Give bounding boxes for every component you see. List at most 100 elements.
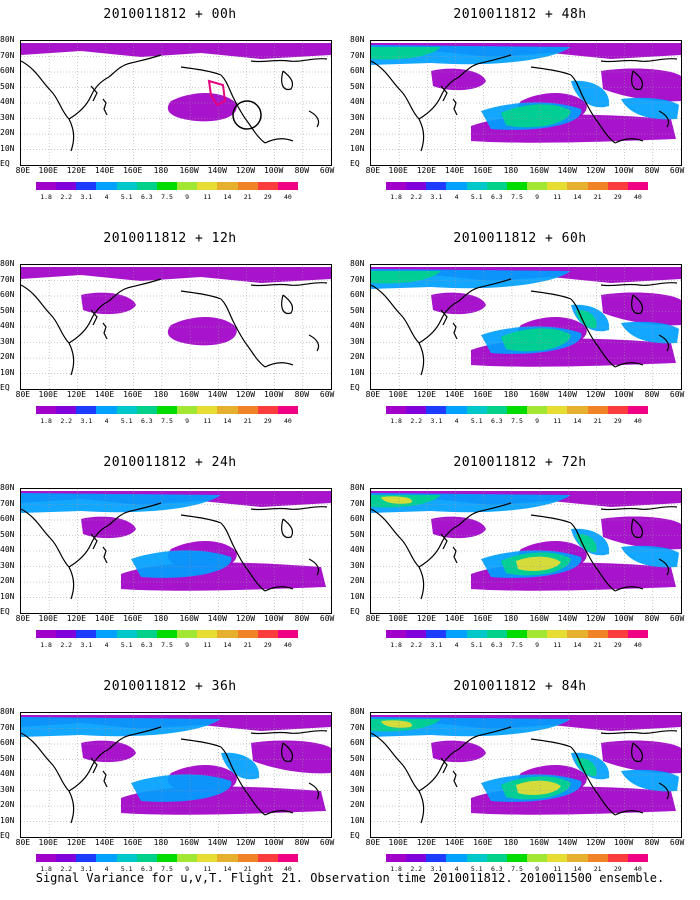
colorbar-level-label: 9 [535,193,540,201]
coastline [180,514,222,524]
coastline [264,810,294,816]
colorbar-swatch [426,182,447,190]
coastline [440,533,448,550]
coastline [68,300,110,344]
colorbar-level-label: 5.1 [470,641,483,649]
latitude-tick-label: 50N [0,305,15,315]
coastline [614,138,644,144]
colorbar [386,630,649,638]
coastline [440,309,448,326]
latitude-tick-label: 80N [0,707,15,716]
colorbar-level-label: 40 [284,641,292,649]
colorbar-level-label: 7.5 [511,865,523,873]
longitude-tick-label: 80E [365,390,381,399]
latitude-tick-label: 10N [350,815,365,825]
colorbar-swatch [257,182,278,190]
colorbar-level-label: 21 [243,641,252,649]
variance-contour-fill [371,271,441,284]
coastline [180,738,222,748]
longitude-tick-label: 100E [388,166,408,175]
coastline [308,110,320,128]
latitude-tick-label: 70N [350,498,365,508]
latitude-tick-label: 30N [0,784,15,794]
colorbar-swatch [136,854,157,862]
colorbar-swatch [237,406,258,414]
longitude-tick-label: 80E [15,166,31,175]
latitude-axis: 80N 70N 60N 50N 40N 30N 20N 10N EQ [0,484,20,616]
variance-contour-fill [381,720,412,728]
longitude-tick-label: 140E [94,390,115,399]
longitude-tick-label: 100W [613,390,634,399]
colorbar-level-label: 1.8 [40,193,52,201]
longitude-tick-label: 180 [153,614,169,623]
latitude-tick-label: 10N [0,367,15,377]
latitude-tick-label: 80N [0,483,15,492]
longitude-tick-label: 160W [529,166,549,175]
colorbar-swatch [627,630,649,638]
colorbar-labels: 1.8 2.2 3.1 4 5.1 6.3 7.5 9 11 14 21 29 40 [386,417,648,425]
colorbar-level-label: 21 [593,865,602,873]
latitude-tick-label: 50N [0,753,15,763]
colorbar-swatch [527,630,548,638]
colorbar-level-label: 2.2 [410,193,423,201]
colorbar-labels: 1.8 2.2 3.1 4 5.1 6.3 7.5 9 11 14 21 29 40 [386,193,648,201]
longitude-axis: 80E 100E 120E 140E 160E 180 160W 140W 120W 100W 80… [16,838,335,848]
coastline [102,770,108,788]
longitude-tick-label: 100W [263,390,284,399]
longitude-tick-label: 160W [179,166,199,175]
colorbar-level-label: 11 [203,641,212,649]
latitude-tick-label: 50N [350,529,365,539]
colorbar-swatch [406,630,427,638]
colorbar-level-label: 7.5 [161,417,173,425]
colorbar-swatch [217,406,238,414]
colorbar-level-label: 9 [185,865,190,873]
longitude-tick-label: 140E [444,166,465,175]
coastline [264,586,294,592]
coastline [371,508,425,600]
longitude-tick-label: 80E [15,390,31,399]
colorbar-level-label: 5.1 [120,865,133,873]
colorbar-swatch [277,406,299,414]
colorbar-level-label: 7.5 [161,193,173,201]
colorbar-swatch [567,630,588,638]
longitude-axis: 80E 100E 120E 140E 160E 180 160W 140W 120W 100W 80… [366,838,685,848]
colorbar-level-label: 9 [535,417,540,425]
longitude-tick-label: 120E [416,614,436,623]
colorbar-swatch [277,854,299,862]
colorbar-swatch [96,406,117,414]
colorbar-swatch [177,854,198,862]
longitude-tick-label: 180 [503,390,519,399]
longitude-tick-label: 180 [153,390,169,399]
coastline [658,558,670,576]
longitude-tick-label: 140W [207,166,227,175]
longitude-tick-label: 80W [294,166,310,175]
latitude-tick-label: 80N [0,259,15,268]
panel-title: 2010011812 + 72h [453,455,587,470]
colorbar-swatch [446,854,467,862]
colorbar-swatch [116,630,137,638]
coastline [108,502,162,526]
longitude-tick-label: 100E [38,838,58,847]
coastline [418,300,460,344]
latitude-tick-label: 20N [350,800,365,809]
colorbar-level-label: 4 [454,417,459,425]
colorbar-swatch [547,406,568,414]
colorbar-swatch [136,406,157,414]
coastline [308,334,320,352]
coastline [600,281,678,287]
latitude-tick-label: 20N [0,800,15,809]
latitude-tick-label: 60N [0,290,15,299]
longitude-tick-label: 100E [388,614,408,623]
colorbar-swatch [446,630,467,638]
longitude-axis: 80E 100E 120E 140E 160E 180 160W 140W 120W 100W 80… [366,390,685,400]
longitude-tick-label: 140E [94,166,115,175]
longitude-axis: 80E 100E 120E 140E 160E 180 160W 140W 120W 100W 80… [366,166,685,176]
longitude-tick-label: 120W [235,614,256,623]
colorbar-swatch [136,630,157,638]
colorbar-swatch [386,854,407,862]
latitude-tick-label: 70N [0,50,15,60]
coastline [600,505,678,511]
coastline [108,726,162,750]
latitude-tick-label: 40N [0,97,15,106]
colorbar [386,406,649,414]
